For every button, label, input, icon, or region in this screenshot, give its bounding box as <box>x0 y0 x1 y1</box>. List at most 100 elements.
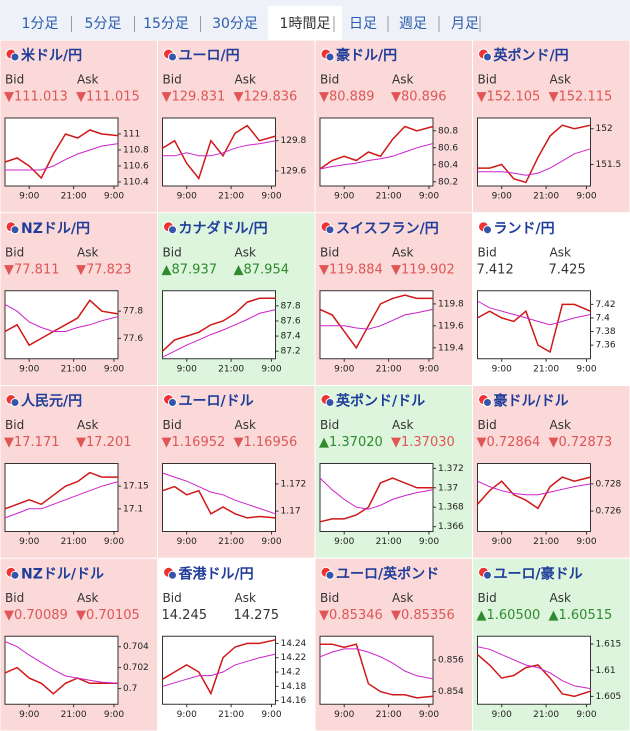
y-tick-label: 14.2 <box>281 668 301 678</box>
tab[interactable]: 1分足 <box>22 16 59 32</box>
tab[interactable]: 15分足 <box>143 16 189 32</box>
bid-label: Bid <box>320 418 339 432</box>
pair-name[interactable]: 豪ドル/円 <box>336 47 397 64</box>
flag-icon <box>168 225 177 235</box>
bid-value: ▲1.37020 <box>319 435 383 450</box>
y-tick-label: 0.704 <box>123 642 149 652</box>
x-tick-label: 21:00 <box>61 710 87 720</box>
pair-name[interactable]: ユーロ/ドル <box>179 394 254 410</box>
pair-name[interactable]: 豪ドル/ドル <box>494 393 569 410</box>
x-tick-label: 21:00 <box>218 364 244 374</box>
price-line <box>4 129 119 180</box>
pair-name[interactable]: カナダドル/円 <box>179 220 268 237</box>
y-tick-label: 110.6 <box>123 162 149 172</box>
tab[interactable]: 月足 <box>451 16 479 32</box>
ask-value: ▼17.201 <box>76 435 132 450</box>
bid-value: ▼17.171 <box>4 435 60 450</box>
price-line <box>162 639 276 696</box>
chart-area <box>4 463 119 532</box>
bid-label: Bid <box>163 73 182 87</box>
tab[interactable]: 5分足 <box>85 16 122 32</box>
y-tick-label: 1.368 <box>438 503 464 513</box>
ask-value: ▼152.115 <box>549 90 613 105</box>
y-tick-label: 87.6 <box>281 316 301 326</box>
pair-name[interactable]: スイスフラン/円 <box>336 221 439 237</box>
bid-label: Bid <box>163 245 182 259</box>
moving-average <box>477 646 591 690</box>
moving-average <box>4 481 119 519</box>
tab-selected <box>268 6 342 40</box>
chart-area <box>477 290 591 360</box>
pair-name[interactable]: NZドル/ドル <box>21 566 104 582</box>
pair-name[interactable]: 英ポンド/ドル <box>335 393 425 410</box>
x-tick-label: 21:00 <box>533 710 559 720</box>
x-tick-label: 21:00 <box>61 364 87 374</box>
ask-label: Ask <box>392 73 413 87</box>
y-tick-label: 119.4 <box>438 343 464 353</box>
x-tick-label: 9:00 <box>177 192 197 202</box>
price-line <box>477 303 591 354</box>
flag-icon <box>10 225 20 235</box>
pair-name[interactable]: 人民元/円 <box>21 393 82 410</box>
price-line <box>4 299 119 347</box>
price-line <box>319 477 433 523</box>
moving-average <box>162 472 276 515</box>
y-tick-label: 0.856 <box>438 655 464 665</box>
bid-value: ▼152.105 <box>477 90 541 105</box>
price-line <box>161 297 276 352</box>
y-tick-label: 0.702 <box>123 663 149 673</box>
x-tick-label: 9:00 <box>419 710 439 720</box>
price-line <box>162 485 276 519</box>
ask-label: Ask <box>550 73 571 87</box>
tab[interactable]: 1時間足 <box>280 16 331 32</box>
x-tick-label: 9:00 <box>261 537 281 547</box>
pair-name[interactable]: 英ポンド/円 <box>493 47 569 64</box>
chart-area <box>477 635 591 705</box>
x-tick-label: 9:00 <box>177 710 197 720</box>
y-tick-label: 7.38 <box>596 327 616 337</box>
flag-icon <box>483 52 492 62</box>
chart-area <box>4 635 119 705</box>
ask-label: Ask <box>392 418 413 432</box>
chart-area <box>319 463 434 532</box>
chart-area <box>477 463 591 532</box>
ask-label: Ask <box>77 591 98 605</box>
y-tick-label: 110.4 <box>123 178 149 188</box>
flag-icon <box>483 398 492 407</box>
chart-area <box>4 117 119 187</box>
pair-name[interactable]: ランド/円 <box>494 221 555 237</box>
tab[interactable]: 週足 <box>399 16 427 32</box>
bid-value: ▲87.937 <box>162 262 218 277</box>
x-tick-label: 9:00 <box>261 192 281 202</box>
price-line <box>320 643 434 699</box>
x-tick-label: 9:00 <box>576 364 596 374</box>
pair-name[interactable]: 米ドル/円 <box>21 47 82 64</box>
bid-label: Bid <box>320 73 339 87</box>
y-tick-label: 0.854 <box>438 687 464 697</box>
moving-average <box>319 477 434 510</box>
x-tick-label: 9:00 <box>104 537 124 547</box>
tab[interactable]: 日足 <box>349 16 377 32</box>
pair-name[interactable]: ユーロ/豪ドル <box>494 565 583 582</box>
x-tick-label: 21:00 <box>533 364 559 374</box>
tab[interactable]: 30分足 <box>212 16 258 32</box>
pair-name[interactable]: 香港ドル/円 <box>178 565 254 582</box>
bid-value: ▼1.16952 <box>162 435 226 450</box>
pair-name[interactable]: ユーロ/円 <box>179 48 240 64</box>
chart-area <box>162 463 276 532</box>
x-tick-label: 9:00 <box>177 364 197 374</box>
moving-average <box>162 140 276 157</box>
bid-value: 7.412 <box>477 262 514 277</box>
moving-average <box>5 143 119 171</box>
moving-average <box>162 309 276 358</box>
x-tick-label: 21:00 <box>218 537 244 547</box>
ask-value: ▼0.70105 <box>76 608 140 623</box>
pair-name[interactable]: ユーロ/英ポンド <box>336 565 439 582</box>
pair-name[interactable]: NZドル/円 <box>21 221 90 237</box>
x-tick-label: 9:00 <box>261 364 281 374</box>
x-tick-label: 9:00 <box>261 710 281 720</box>
bid-label: Bid <box>320 245 339 259</box>
y-tick-label: 87.4 <box>281 332 301 342</box>
y-tick-label: 111 <box>123 130 140 140</box>
bid-label: Bid <box>5 591 24 605</box>
